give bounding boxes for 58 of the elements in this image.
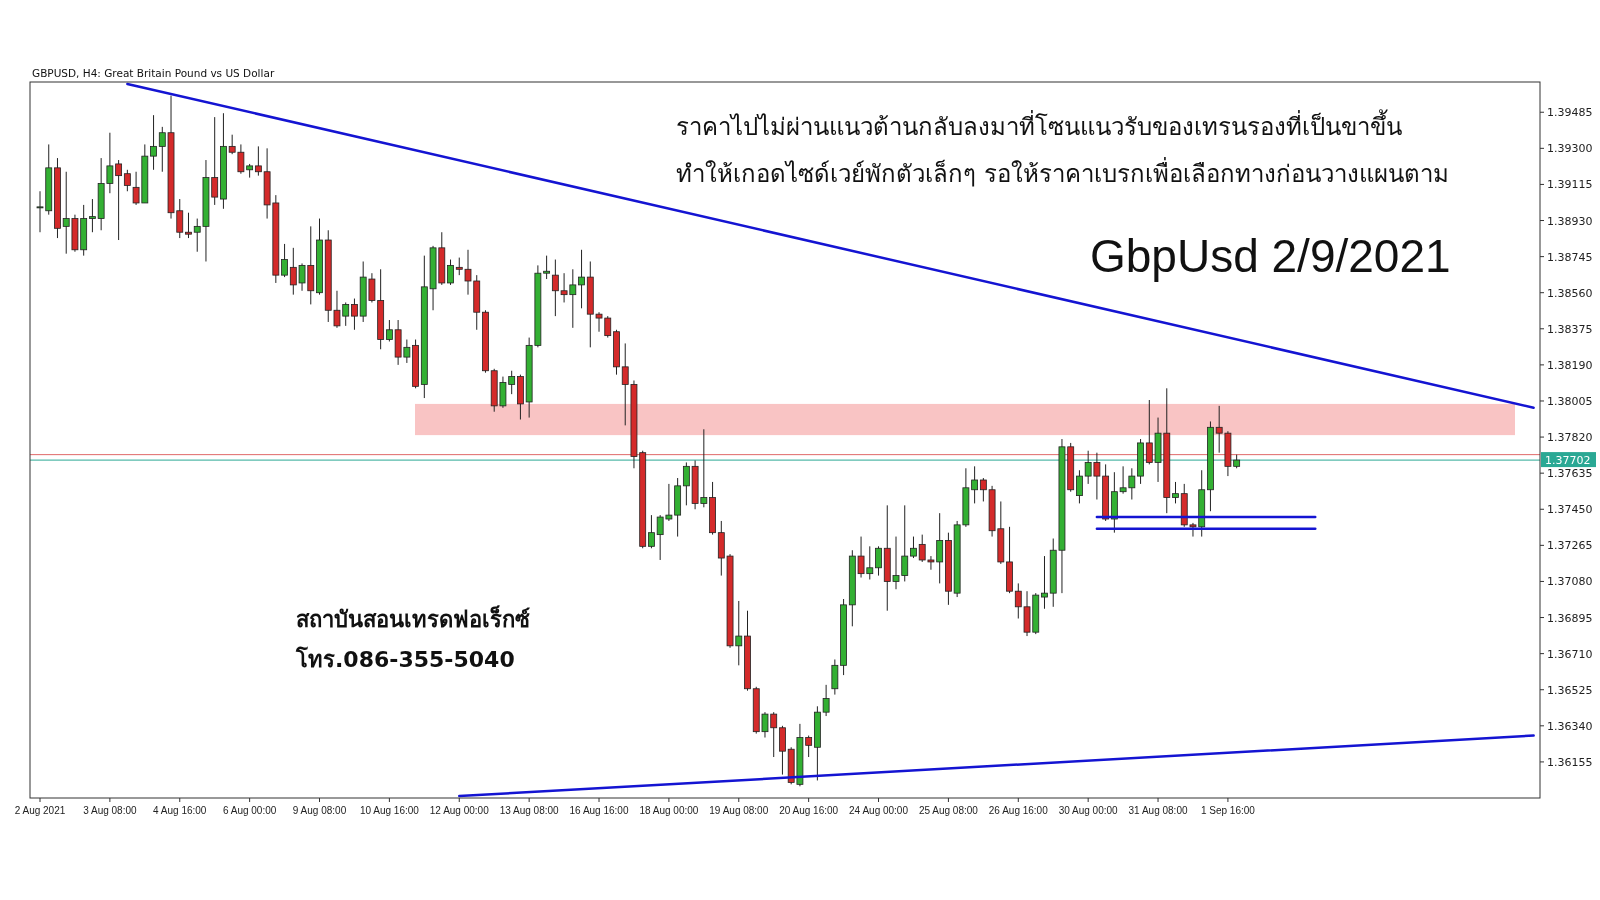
y-tick-label: 1.38560	[1547, 286, 1593, 300]
candlestick	[779, 725, 786, 776]
x-tick-label: 26 Aug 16:00	[988, 805, 1049, 816]
x-tick-label: 4 Aug 16:00	[153, 805, 207, 816]
x-tick-label: 18 Aug 00:00	[639, 805, 699, 816]
y-tick-label: 1.39300	[1547, 142, 1593, 156]
x-tick-label: 12 Aug 00:00	[429, 805, 490, 816]
y-tick-label: 1.36525	[1547, 683, 1593, 697]
y-tick-label: 1.36895	[1547, 611, 1593, 625]
y-tick-label: 1.38005	[1547, 394, 1593, 408]
x-tick-label: 31 Aug 08:00	[1128, 805, 1188, 816]
x-tick-label: 6 Aug 00:00	[222, 805, 277, 816]
candlestick	[1076, 469, 1083, 504]
ref-line-label: 1.37702	[1545, 454, 1591, 468]
y-tick-label: 1.38930	[1547, 214, 1593, 228]
candlestick	[150, 114, 157, 171]
x-tick-label: 24 Aug 00:00	[849, 805, 909, 816]
y-tick-label: 1.39115	[1547, 178, 1593, 192]
x-tick-label: 19 Aug 08:00	[709, 805, 769, 816]
chart-title: GBPUSD, H4: Great Britain Pound vs US Dollar	[32, 67, 275, 79]
x-tick-label: 10 Aug 16:00	[359, 805, 420, 816]
y-tick-label: 1.38190	[1547, 358, 1593, 372]
y-tick-label: 1.37450	[1547, 503, 1593, 517]
candlestick	[875, 545, 882, 577]
candlestick	[185, 212, 192, 239]
annotation: ทำให้เกอดไซด์เวย์พักตัวเล็กๆ รอให้ราคาเบรกเพื่อเลือกทางก่อนวางแผนตาม	[676, 157, 1449, 188]
annotation: สถาบันสอนเทรดฟอเร็กซ์	[296, 605, 530, 632]
y-tick-label: 1.37080	[1547, 575, 1593, 589]
annotation: ราคาไปไม่ผ่านแนวต้านกลับลงมาที่โซนแนวรับของเทรนรองที่เป็นขาขึ้น	[676, 109, 1402, 141]
candlestick	[910, 536, 917, 559]
x-tick-label: 1 Sep 16:00	[1200, 805, 1256, 816]
y-tick-label: 1.36155	[1547, 755, 1593, 769]
candlestick	[351, 298, 358, 331]
y-tick-label: 1.38375	[1547, 322, 1593, 336]
candlestick	[281, 243, 288, 278]
candlestick	[1041, 555, 1048, 610]
candlestick	[648, 514, 655, 549]
annotation: โทร.086-355-5040	[295, 646, 515, 672]
y-tick-label: 1.37265	[1547, 539, 1593, 553]
x-tick-label: 3 Aug 08:00	[83, 805, 137, 816]
x-tick-label: 9 Aug 08:00	[292, 805, 347, 816]
x-tick-label: 2 Aug 2021	[14, 805, 66, 816]
y-tick-label: 1.38745	[1547, 250, 1593, 264]
y-tick-label: 1.36340	[1547, 719, 1593, 733]
x-tick-label: 25 Aug 08:00	[918, 805, 979, 816]
candlestick	[578, 249, 585, 309]
y-tick-label: 1.39485	[1547, 106, 1593, 120]
x-tick-label: 16 Aug 16:00	[569, 805, 629, 816]
candlestick	[1172, 481, 1179, 504]
y-tick-label: 1.36710	[1547, 647, 1593, 661]
x-tick-label: 20 Aug 16:00	[779, 805, 839, 816]
y-tick-label: 1.37820	[1547, 431, 1593, 445]
text: GbpUsd 2/9/2021	[1090, 230, 1451, 282]
y-tick-label: 1.37635	[1547, 467, 1593, 481]
candlestick	[447, 259, 454, 286]
x-tick-label: 30 Aug 00:00	[1058, 805, 1119, 816]
x-tick-label: 13 Aug 08:00	[499, 805, 560, 816]
candlestick	[123, 169, 131, 192]
